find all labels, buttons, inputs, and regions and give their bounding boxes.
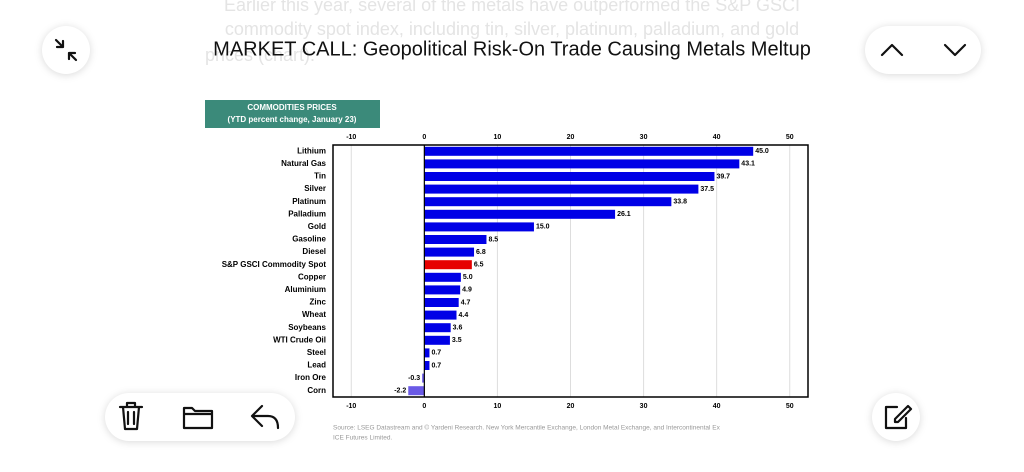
x-tick-label: 40 bbox=[713, 134, 721, 141]
y-tick-label: Wheat bbox=[302, 310, 326, 319]
x-tick-label: 30 bbox=[640, 134, 648, 141]
folder-button[interactable] bbox=[182, 406, 214, 430]
y-tick-label: Corn bbox=[307, 386, 326, 395]
bar bbox=[424, 184, 699, 194]
source-note: Source: LSEG Datastream and © Yardeni Re… bbox=[333, 424, 721, 432]
bar bbox=[422, 373, 425, 383]
bar bbox=[424, 348, 430, 358]
bar bbox=[424, 310, 457, 320]
value-label: 26.1 bbox=[617, 211, 631, 218]
y-tick-label: Diesel bbox=[302, 247, 326, 256]
y-tick-label: Zinc bbox=[310, 298, 327, 307]
bar bbox=[424, 285, 461, 295]
nav-buttons[interactable] bbox=[865, 26, 981, 74]
y-tick-label: Aluminium bbox=[285, 285, 326, 294]
bar bbox=[424, 260, 472, 270]
x-tick-label: 20 bbox=[567, 403, 575, 410]
x-tick-label: 50 bbox=[786, 134, 794, 141]
value-label: 4.4 bbox=[459, 312, 469, 319]
value-label: 3.5 bbox=[452, 337, 462, 344]
collapse-button[interactable] bbox=[42, 26, 90, 74]
x-tick-label: 20 bbox=[567, 134, 575, 141]
value-label: 43.1 bbox=[741, 161, 755, 168]
value-label: 3.6 bbox=[453, 325, 463, 332]
bar bbox=[424, 272, 461, 282]
source-note: ICE Futures Limited. bbox=[333, 435, 392, 442]
x-tick-label: 30 bbox=[640, 403, 648, 410]
bar bbox=[424, 335, 450, 345]
y-tick-label: Silver bbox=[304, 184, 326, 193]
y-tick-label: Gold bbox=[308, 222, 326, 231]
bar bbox=[424, 298, 459, 307]
header-title: MARKET CALL: Geopolitical Risk-On Trade … bbox=[213, 38, 811, 60]
value-label: 45.0 bbox=[755, 148, 769, 155]
bar bbox=[424, 209, 616, 219]
y-tick-label: Gasoline bbox=[292, 235, 326, 244]
value-label: 0.7 bbox=[431, 350, 441, 357]
value-label: -2.2 bbox=[394, 388, 406, 395]
bar bbox=[424, 222, 534, 232]
y-tick-label: Platinum bbox=[292, 197, 326, 206]
y-tick-label: Palladium bbox=[288, 209, 326, 218]
value-label: 33.8 bbox=[673, 199, 687, 206]
value-label: 37.5 bbox=[700, 186, 714, 193]
bar bbox=[424, 247, 475, 257]
trash-button[interactable] bbox=[118, 401, 144, 431]
value-label: 5.0 bbox=[463, 274, 473, 281]
value-label: 0.7 bbox=[431, 362, 441, 369]
x-tick-label: 40 bbox=[713, 403, 721, 410]
plot-frame bbox=[332, 144, 809, 398]
value-label: -0.3 bbox=[408, 375, 420, 382]
reply-button[interactable] bbox=[250, 404, 280, 430]
bar bbox=[408, 386, 425, 396]
x-tick-label: 0 bbox=[422, 403, 426, 410]
y-tick-label: Iron Ore bbox=[295, 373, 327, 382]
x-tick-label: 10 bbox=[494, 403, 502, 410]
value-label: 6.5 bbox=[474, 262, 484, 269]
down-button[interactable] bbox=[943, 43, 967, 57]
bar bbox=[424, 172, 715, 181]
bar bbox=[424, 323, 451, 333]
background-text: prices (chart). bbox=[205, 45, 315, 65]
y-tick-label: Copper bbox=[298, 272, 326, 281]
edit-button[interactable] bbox=[872, 393, 920, 441]
x-tick-label: 0 bbox=[422, 134, 426, 141]
up-button[interactable] bbox=[880, 43, 904, 57]
y-tick-label: Tin bbox=[314, 172, 326, 181]
bar bbox=[424, 197, 672, 207]
y-tick-label: Lithium bbox=[297, 146, 326, 155]
y-tick-label: Soybeans bbox=[288, 323, 326, 332]
y-tick-label: Natural Gas bbox=[281, 159, 326, 168]
x-tick-label: 10 bbox=[494, 134, 502, 141]
value-label: 4.9 bbox=[462, 287, 472, 294]
bar bbox=[424, 146, 754, 156]
chart-title-box bbox=[205, 100, 380, 128]
x-tick-label: -10 bbox=[346, 134, 356, 141]
value-label: 15.0 bbox=[536, 224, 550, 231]
value-label: 39.7 bbox=[716, 173, 730, 180]
y-tick-label: S&P GSCI Commodity Spot bbox=[222, 260, 327, 269]
x-tick-label: -10 bbox=[346, 403, 356, 410]
toolbar[interactable] bbox=[105, 393, 295, 441]
y-tick-label: Steel bbox=[307, 348, 326, 357]
chart-title: COMMODITIES PRICES bbox=[247, 103, 337, 112]
y-tick-label: Lead bbox=[307, 361, 326, 370]
background-text: commodity spot index, including tin, sil… bbox=[225, 19, 799, 39]
value-label: 4.7 bbox=[461, 299, 471, 306]
background-text: Earlier this year, several of the metals… bbox=[224, 0, 800, 15]
value-label: 6.8 bbox=[476, 249, 486, 256]
value-label: 8.5 bbox=[488, 236, 498, 243]
bar bbox=[424, 159, 740, 169]
y-tick-label: WTI Crude Oil bbox=[273, 335, 326, 344]
bar bbox=[424, 235, 487, 244]
bar bbox=[424, 361, 430, 370]
chart-subtitle: (YTD percent change, January 23) bbox=[228, 115, 357, 124]
x-tick-label: 50 bbox=[786, 403, 794, 410]
